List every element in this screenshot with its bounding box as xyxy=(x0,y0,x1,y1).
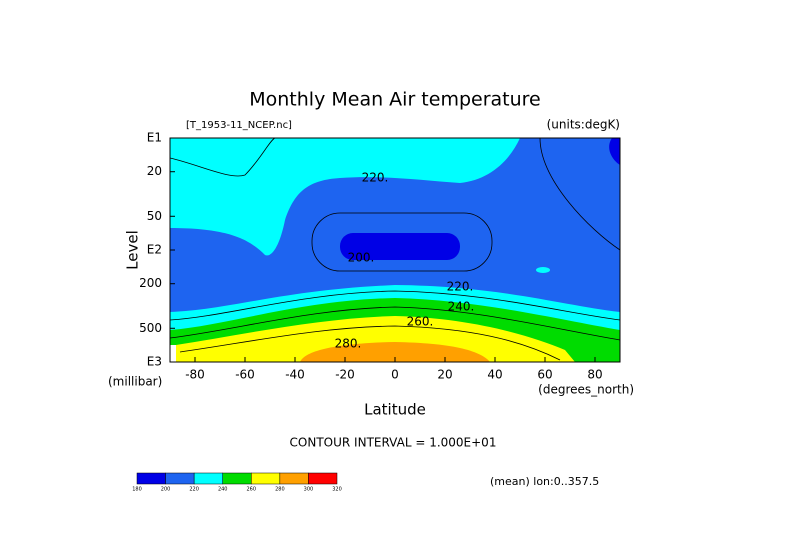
contour-line xyxy=(169,306,621,341)
x-unit-label: (degrees_north) xyxy=(538,383,634,397)
x-axis-label: Latitude xyxy=(364,401,426,419)
colorbar-box xyxy=(279,472,309,485)
y-tick-label: 200 xyxy=(139,276,162,290)
x-tick-label: 60 xyxy=(537,368,552,382)
colorbar-label: 240 xyxy=(218,487,228,493)
y-unit-label: (millibar) xyxy=(108,375,162,389)
y-axis-label: Level xyxy=(124,230,142,270)
colorbar-label: 260 xyxy=(247,487,257,493)
colorbar-label: 280 xyxy=(275,487,285,493)
contour-line xyxy=(539,137,621,251)
contour-line xyxy=(169,290,621,321)
colorbar-box xyxy=(251,472,281,485)
y-tick-label: E2 xyxy=(147,243,162,257)
y-tick-label: 500 xyxy=(139,321,162,335)
y-tick-label: 20 xyxy=(147,164,162,178)
colorbar-box xyxy=(193,472,223,485)
x-tick-label: 0 xyxy=(391,368,399,382)
contour-band xyxy=(176,316,575,362)
contour-line xyxy=(169,137,276,177)
colorbar-label: 300 xyxy=(304,487,314,493)
colorbar-label: 200 xyxy=(161,487,171,493)
x-tick-label: -60 xyxy=(235,368,255,382)
contour-band xyxy=(536,267,550,273)
contour-label: 220. xyxy=(447,280,474,294)
contour-band xyxy=(340,233,460,260)
colorbar-box xyxy=(165,472,195,485)
contour-band xyxy=(609,138,620,165)
contour-label: 280. xyxy=(335,337,362,351)
mean-note: (mean) lon:0..357.5 xyxy=(490,475,599,488)
contour-line xyxy=(311,212,493,272)
contour-label: 240. xyxy=(448,300,475,314)
colorbar-label: 180 xyxy=(132,487,142,493)
x-tick-label: 40 xyxy=(487,368,502,382)
chart-title: Monthly Mean Air temperature xyxy=(249,89,540,111)
x-tick-label: -80 xyxy=(185,368,205,382)
colorbar-box xyxy=(222,472,252,485)
colorbar-box xyxy=(308,472,338,485)
contour-interval: CONTOUR INTERVAL = 1.000E+01 xyxy=(290,436,497,450)
contour-band xyxy=(300,342,490,362)
colorbar-box xyxy=(136,472,166,485)
units-label: (units:degK) xyxy=(547,118,620,132)
contour-field xyxy=(169,137,621,362)
x-tick-label: -40 xyxy=(285,368,305,382)
y-tick-label: E3 xyxy=(147,355,162,369)
x-tick-label: 20 xyxy=(437,368,452,382)
contour-label: 220. xyxy=(362,171,389,185)
contour-label: 200. xyxy=(348,251,375,265)
contour-label: 260. xyxy=(407,315,434,329)
contour-line xyxy=(179,325,561,361)
colorbar-label: 220 xyxy=(189,487,199,493)
contour-band xyxy=(170,138,520,256)
file-label: [T_1953-11_NCEP.nc] xyxy=(186,120,292,131)
colorbar-label: 320 xyxy=(332,487,342,493)
missing-data xyxy=(170,345,176,362)
y-tick-label: 50 xyxy=(147,209,162,223)
x-tick-label: -20 xyxy=(335,368,355,382)
y-tick-label: E1 xyxy=(147,131,162,145)
x-tick-label: 80 xyxy=(587,368,602,382)
